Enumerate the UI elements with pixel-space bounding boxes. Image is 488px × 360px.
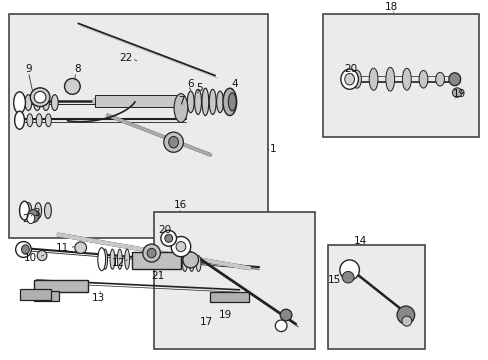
Ellipse shape bbox=[182, 256, 187, 271]
Ellipse shape bbox=[147, 248, 156, 258]
Ellipse shape bbox=[402, 68, 410, 90]
Ellipse shape bbox=[275, 320, 286, 332]
Text: 19: 19 bbox=[218, 310, 231, 320]
Bar bbox=[322, 14, 478, 137]
Ellipse shape bbox=[14, 92, 25, 113]
Ellipse shape bbox=[98, 248, 105, 271]
Ellipse shape bbox=[163, 132, 183, 152]
Ellipse shape bbox=[340, 69, 358, 89]
Bar bbox=[9, 14, 267, 238]
Ellipse shape bbox=[75, 242, 86, 253]
Text: 19: 19 bbox=[452, 89, 466, 99]
Text: 4: 4 bbox=[231, 78, 238, 89]
Text: 15: 15 bbox=[327, 275, 341, 285]
Bar bbox=[132, 252, 181, 269]
Ellipse shape bbox=[117, 249, 122, 269]
Ellipse shape bbox=[34, 95, 41, 111]
Text: 5: 5 bbox=[196, 83, 203, 93]
Ellipse shape bbox=[196, 256, 201, 271]
Ellipse shape bbox=[352, 70, 361, 88]
Text: 22: 22 bbox=[119, 53, 133, 63]
Ellipse shape bbox=[183, 252, 198, 268]
Text: 3: 3 bbox=[33, 208, 40, 218]
Ellipse shape bbox=[187, 91, 194, 113]
Ellipse shape bbox=[385, 67, 394, 91]
Text: 6: 6 bbox=[187, 78, 194, 89]
Ellipse shape bbox=[27, 210, 39, 222]
Bar bbox=[20, 289, 51, 300]
Ellipse shape bbox=[401, 316, 411, 326]
Ellipse shape bbox=[171, 237, 190, 257]
Text: 12: 12 bbox=[111, 258, 125, 268]
Ellipse shape bbox=[51, 95, 58, 111]
Bar bbox=[154, 212, 315, 349]
Ellipse shape bbox=[344, 73, 354, 85]
Ellipse shape bbox=[124, 249, 129, 269]
Ellipse shape bbox=[21, 245, 29, 254]
Bar bbox=[34, 280, 88, 292]
Bar bbox=[95, 95, 181, 107]
Ellipse shape bbox=[164, 234, 172, 242]
Ellipse shape bbox=[418, 70, 427, 88]
Ellipse shape bbox=[396, 306, 414, 324]
Ellipse shape bbox=[16, 95, 23, 111]
Ellipse shape bbox=[161, 230, 176, 246]
Ellipse shape bbox=[202, 88, 208, 116]
Ellipse shape bbox=[34, 91, 46, 103]
Text: 8: 8 bbox=[74, 64, 81, 74]
Ellipse shape bbox=[168, 136, 178, 148]
Ellipse shape bbox=[280, 309, 291, 321]
Text: 20: 20 bbox=[159, 225, 171, 235]
Ellipse shape bbox=[189, 256, 194, 271]
Text: 16: 16 bbox=[173, 200, 186, 210]
Text: 18: 18 bbox=[384, 2, 397, 12]
Ellipse shape bbox=[25, 203, 32, 219]
Ellipse shape bbox=[142, 244, 160, 262]
Text: 10: 10 bbox=[24, 253, 37, 264]
Ellipse shape bbox=[448, 73, 460, 86]
Ellipse shape bbox=[27, 213, 35, 224]
Bar bbox=[34, 291, 59, 301]
Ellipse shape bbox=[20, 201, 29, 220]
Ellipse shape bbox=[194, 89, 201, 114]
Ellipse shape bbox=[45, 114, 51, 127]
Ellipse shape bbox=[368, 68, 377, 90]
Ellipse shape bbox=[18, 114, 23, 127]
Text: 21: 21 bbox=[150, 271, 164, 282]
Ellipse shape bbox=[209, 89, 216, 114]
Text: 2: 2 bbox=[22, 213, 29, 224]
Ellipse shape bbox=[339, 260, 359, 280]
Ellipse shape bbox=[176, 242, 185, 252]
Text: 1: 1 bbox=[269, 144, 276, 154]
Ellipse shape bbox=[435, 72, 444, 86]
Text: 20: 20 bbox=[344, 64, 357, 74]
Text: 9: 9 bbox=[25, 64, 32, 74]
Ellipse shape bbox=[16, 242, 31, 257]
Ellipse shape bbox=[27, 114, 33, 127]
Text: 13: 13 bbox=[92, 293, 105, 303]
Ellipse shape bbox=[37, 251, 47, 261]
Ellipse shape bbox=[30, 88, 50, 107]
Text: 11: 11 bbox=[56, 243, 69, 253]
Ellipse shape bbox=[44, 203, 51, 219]
Ellipse shape bbox=[216, 91, 223, 113]
Ellipse shape bbox=[451, 88, 461, 97]
Ellipse shape bbox=[35, 203, 41, 219]
Text: 14: 14 bbox=[353, 236, 367, 246]
Ellipse shape bbox=[342, 271, 353, 283]
Text: 17: 17 bbox=[199, 317, 213, 327]
Ellipse shape bbox=[102, 249, 107, 269]
Bar bbox=[327, 245, 425, 349]
Ellipse shape bbox=[36, 114, 42, 127]
Ellipse shape bbox=[42, 95, 49, 111]
Ellipse shape bbox=[25, 95, 32, 111]
Ellipse shape bbox=[174, 94, 187, 122]
Ellipse shape bbox=[228, 93, 236, 111]
Ellipse shape bbox=[64, 78, 80, 94]
Ellipse shape bbox=[110, 249, 115, 269]
Ellipse shape bbox=[223, 88, 236, 116]
Ellipse shape bbox=[15, 111, 24, 129]
Bar bbox=[210, 292, 249, 302]
Text: 7: 7 bbox=[178, 96, 185, 106]
